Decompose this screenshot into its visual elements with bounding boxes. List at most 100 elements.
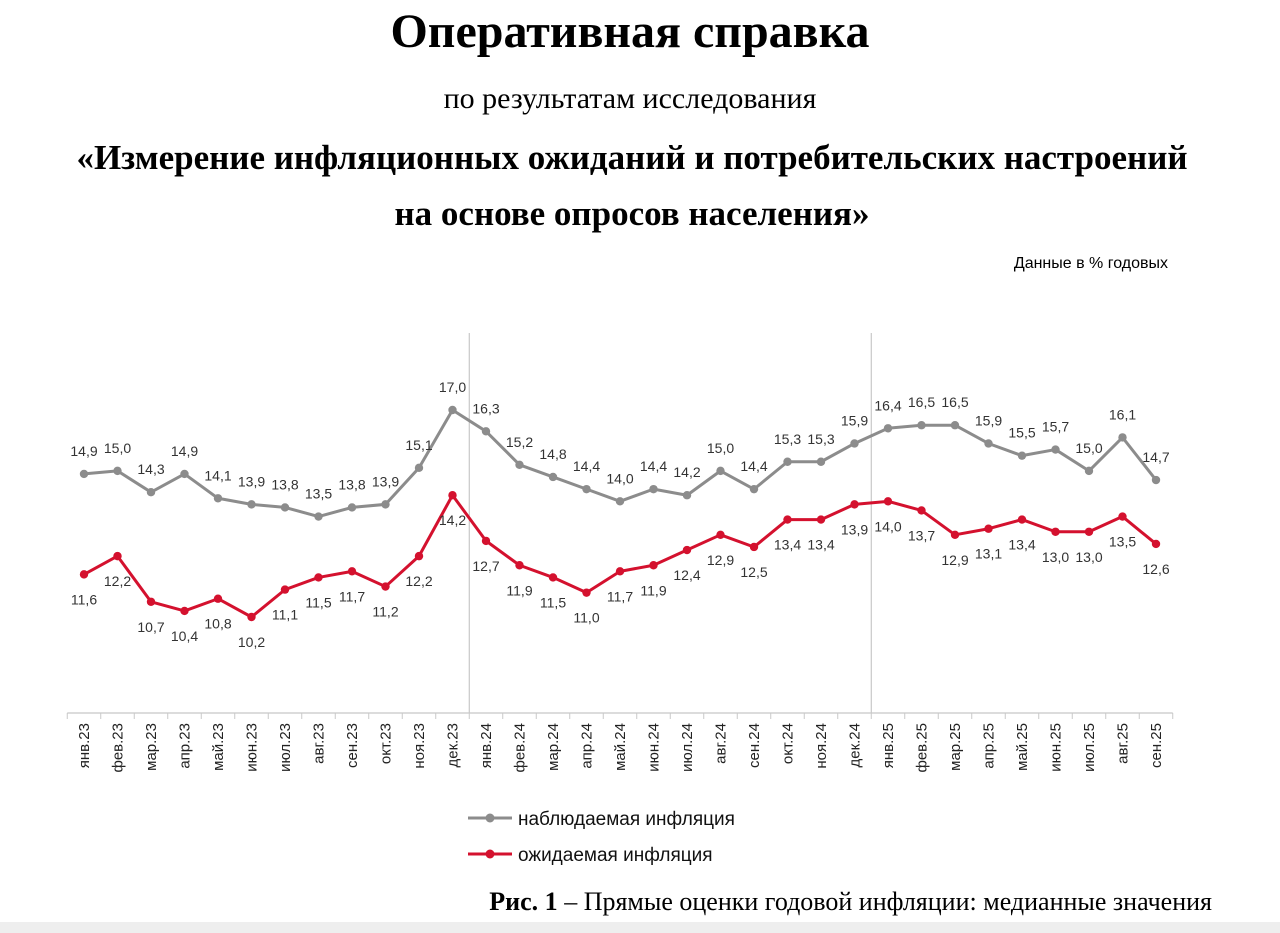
figure-caption-text: – Прямые оценки годовой инфляции: медиан… (557, 887, 1212, 916)
expected-data-label: 10,4 (171, 628, 198, 644)
observed-data-label: 15,1 (405, 437, 432, 453)
observed-data-label: 13,5 (305, 486, 332, 502)
observed-data-label: 14,4 (640, 458, 667, 474)
expected-data-label: 14,2 (439, 512, 466, 528)
expected-point (1084, 527, 1094, 536)
expected-point (414, 551, 424, 561)
expected-data-label: 12,9 (707, 552, 734, 568)
observed-data-label: 14,9 (70, 443, 97, 459)
expected-data-label: 10,7 (137, 619, 164, 635)
expected-data-label: 11,6 (71, 591, 97, 607)
observed-point (481, 427, 491, 436)
observed-data-label: 14,3 (137, 461, 164, 477)
observed-point (1151, 475, 1161, 485)
observed-point (1017, 451, 1027, 460)
observed-point (1118, 433, 1127, 442)
x-tick-label: янв.23 (76, 723, 93, 768)
expected-data-label: 11,5 (540, 594, 566, 610)
expected-point (984, 524, 993, 533)
observed-point (381, 500, 390, 509)
observed-point (682, 491, 692, 500)
observed-point (615, 497, 625, 506)
series-markers (79, 405, 1161, 622)
expected-point (1118, 512, 1127, 521)
observed-data-label: 13,8 (338, 476, 365, 492)
expected-data-label: 11,7 (607, 588, 633, 604)
observed-data-label: 14,2 (673, 464, 700, 480)
x-tick-label: май.23 (210, 723, 227, 771)
report-topic-line2: на основе опросов населения» (394, 194, 870, 233)
report-topic: «Измерение инфляционных ожиданий и потре… (0, 130, 1264, 242)
expected-point (1017, 515, 1027, 524)
observed-point (180, 469, 189, 479)
legend-expected-swatch-marker (485, 849, 495, 859)
observed-point (649, 484, 658, 494)
expected-point (950, 530, 960, 540)
expected-data-label: 10,2 (238, 634, 265, 650)
x-tick-label: дек.23 (445, 723, 462, 768)
x-tick-label: фев.24 (512, 723, 529, 773)
expected-point (783, 515, 792, 524)
x-tick-label: июл.24 (679, 723, 696, 772)
expected-data-label: 14,0 (874, 518, 901, 534)
observed-data-label: 14,4 (573, 458, 600, 474)
observed-point (414, 463, 424, 473)
x-tick-label: ноя.24 (813, 723, 830, 769)
observed-point (917, 421, 926, 430)
observed-data-label: 15,0 (707, 440, 734, 456)
expected-data-label: 12,7 (472, 558, 499, 574)
observed-point (716, 466, 725, 476)
observed-point (1084, 466, 1094, 476)
expected-data-label: 12,4 (673, 567, 700, 583)
observed-data-label: 17,0 (439, 379, 466, 395)
figure-number: Рис. 1 (489, 887, 558, 916)
observed-data-label: 13,8 (271, 476, 298, 492)
observed-data-label: 15,3 (774, 431, 801, 447)
report-subtitle: по результатам исследования (443, 82, 817, 115)
expected-data-label: 13,0 (1075, 549, 1102, 565)
observed-data-label: 16,3 (472, 400, 499, 416)
figure-caption: Рис. 1 – Прямые оценки годовой инфляции:… (489, 885, 1212, 919)
report-topic-line1: «Измерение инфляционных ожиданий и потре… (76, 138, 1188, 177)
x-tick-label: дек.24 (847, 723, 864, 768)
x-tick-label: авг.25 (1115, 723, 1132, 764)
observed-data-label: 15,9 (975, 412, 1002, 428)
observed-point (984, 439, 993, 448)
observed-point (582, 484, 591, 494)
expected-point (448, 491, 457, 500)
x-tick-label: июн.24 (646, 723, 663, 772)
x-tick-label: сен.23 (344, 723, 361, 768)
observed-data-label: 16,4 (874, 397, 901, 413)
legend-observed-swatch-marker (485, 813, 495, 823)
expected-data-label: 11,0 (573, 610, 599, 626)
observed-data-label: 16,1 (1109, 406, 1136, 422)
expected-point (548, 573, 558, 582)
x-tick-label: июл.25 (1081, 723, 1098, 772)
observed-data-label: 15,9 (841, 412, 868, 428)
report-title: Оперативная справка (390, 5, 870, 58)
x-tick-label: янв.24 (478, 723, 495, 768)
x-tick-label: мар.24 (545, 723, 562, 771)
expected-data-label: 13,1 (975, 546, 1002, 562)
expected-point (917, 506, 926, 515)
series-lines (83, 408, 1158, 619)
expected-data-label: 13,7 (908, 527, 935, 543)
expected-data-label: 11,9 (506, 582, 532, 598)
observed-point (850, 439, 859, 448)
x-tick-label: июн.25 (1048, 723, 1065, 772)
x-tick-label: апр.23 (177, 723, 194, 769)
x-tick-label: янв.25 (880, 723, 897, 768)
page-bottom-edge (0, 922, 1280, 933)
expected-point (883, 497, 893, 506)
data-labels: 14,9 15,0 14,3 14,9 14,1 13,9 13,8 13,5 13,8 13,9… (70, 379, 1169, 650)
observed-data-label: 13,9 (238, 473, 265, 489)
observed-point (314, 512, 323, 521)
expected-point (850, 500, 859, 509)
expected-point (146, 597, 156, 606)
expected-data-label: 13,4 (807, 537, 834, 553)
observed-point (883, 424, 893, 433)
expected-point (113, 551, 122, 561)
observed-data-label: 14,0 (606, 470, 633, 486)
observed-data-label: 15,0 (104, 440, 131, 456)
observed-data-label: 15,2 (506, 434, 533, 450)
